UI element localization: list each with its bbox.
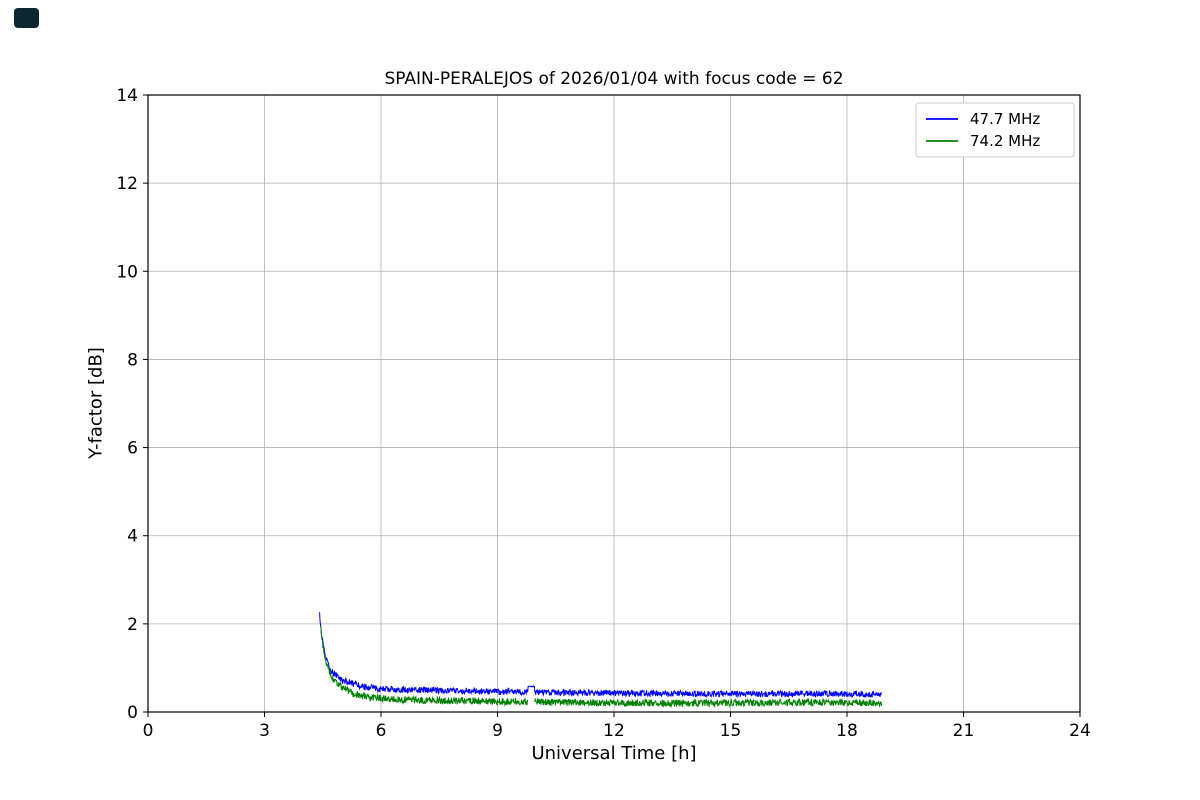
x-tick-label: 24 [1069,721,1091,741]
legend-box [915,102,1075,158]
y-tick-label: 14 [116,86,138,106]
x-tick-label: 18 [836,721,858,741]
x-tick-label: 0 [143,721,154,741]
series-line-74.2-MHz [534,697,883,709]
y-tick-label: 2 [127,615,138,635]
series-line-74.2-MHz [320,625,529,707]
y-tick-label: 4 [127,527,138,547]
legend-label: 74.2 MHz [970,132,1040,150]
y-tick-label: 0 [127,703,138,723]
y-tick-label: 12 [116,174,138,194]
x-tick-label: 12 [603,721,625,741]
x-tick-label: 9 [492,721,503,741]
y-tick-label: 10 [116,262,138,282]
x-tick-label: 15 [720,721,742,741]
corner-badge [14,8,39,28]
y-tick-label: 8 [127,350,138,370]
y-tick-label: 6 [127,439,138,459]
x-tick-label: 6 [376,721,387,741]
x-tick-label: 21 [953,721,975,741]
chart-title: SPAIN-PERALEJOS of 2026/01/04 with focus… [384,69,844,89]
series-line-47.7-MHz [319,612,882,699]
x-tick-label: 3 [259,721,270,741]
legend-label: 47.7 MHz [970,110,1040,128]
x-axis-label: Universal Time [h] [531,743,697,764]
